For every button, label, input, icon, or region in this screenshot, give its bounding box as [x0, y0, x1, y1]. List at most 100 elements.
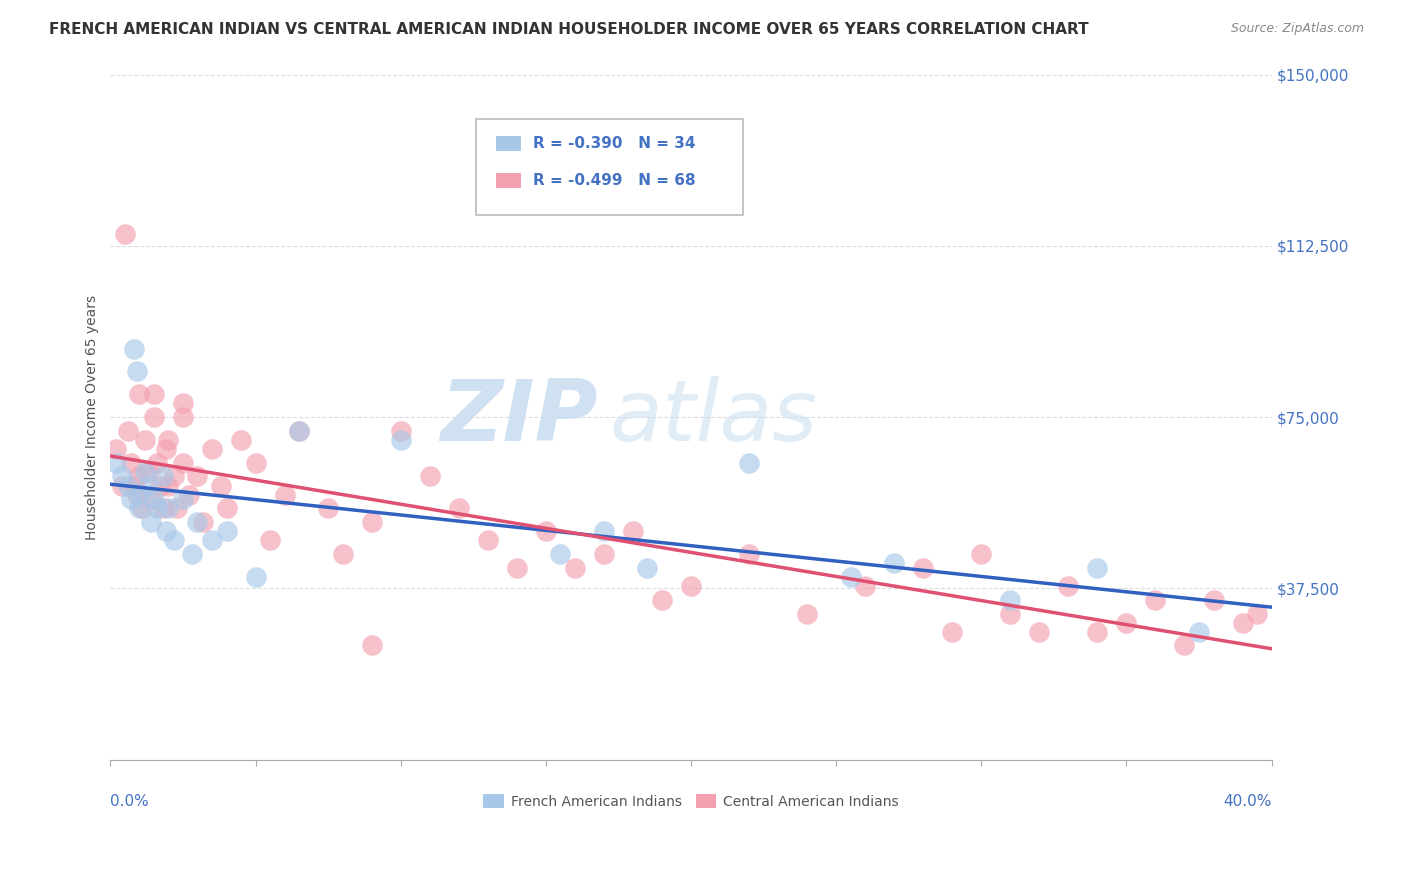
Point: [621, 524, 644, 539]
Text: R = -0.390   N = 34: R = -0.390 N = 34: [533, 136, 696, 151]
Point: [636, 561, 658, 575]
Point: [172, 456, 194, 470]
Point: [201, 442, 224, 456]
Point: [245, 456, 267, 470]
Point: [550, 547, 572, 561]
Point: [142, 387, 165, 401]
Point: [142, 492, 165, 507]
Point: [163, 533, 186, 548]
Point: [155, 524, 177, 539]
Point: [419, 469, 441, 483]
Point: [1188, 624, 1211, 639]
Point: [134, 465, 156, 479]
Point: [332, 547, 354, 561]
Point: [389, 424, 412, 438]
Point: [593, 524, 616, 539]
Point: [166, 501, 188, 516]
Point: [447, 501, 470, 516]
Point: [853, 579, 876, 593]
Point: [172, 492, 194, 507]
Text: atlas: atlas: [610, 376, 818, 458]
Point: [389, 433, 412, 447]
Point: [1028, 624, 1050, 639]
Point: [193, 515, 215, 529]
Point: [651, 592, 673, 607]
Point: [163, 469, 186, 483]
Point: [111, 469, 134, 483]
Point: [186, 469, 208, 483]
Point: [120, 456, 142, 470]
Point: [149, 478, 172, 492]
Point: [970, 547, 993, 561]
Point: [117, 478, 139, 492]
Point: [738, 547, 761, 561]
Point: [155, 442, 177, 456]
Point: [146, 456, 169, 470]
Point: [1246, 607, 1268, 621]
Point: [593, 547, 616, 561]
Point: [201, 533, 224, 548]
Point: [180, 547, 202, 561]
Point: [172, 410, 194, 425]
Point: [229, 433, 252, 447]
FancyBboxPatch shape: [496, 173, 522, 188]
Point: [136, 478, 159, 492]
Point: [506, 561, 529, 575]
Point: [122, 342, 145, 356]
FancyBboxPatch shape: [496, 136, 522, 151]
Point: [146, 501, 169, 516]
Point: [1202, 592, 1225, 607]
Point: [839, 570, 862, 584]
Point: [215, 524, 238, 539]
Point: [1115, 615, 1137, 630]
Point: [1000, 607, 1022, 621]
Point: [177, 488, 200, 502]
Point: [157, 433, 180, 447]
Point: [941, 624, 963, 639]
Point: [1087, 561, 1109, 575]
Point: [134, 433, 156, 447]
Point: [114, 227, 136, 242]
Y-axis label: Householder Income Over 65 years: Householder Income Over 65 years: [86, 294, 100, 540]
Point: [1057, 579, 1080, 593]
Point: [139, 515, 162, 529]
Point: [1087, 624, 1109, 639]
Point: [172, 396, 194, 410]
Point: [1232, 615, 1254, 630]
Point: [288, 424, 311, 438]
Point: [273, 488, 295, 502]
Point: [738, 456, 761, 470]
Point: [796, 607, 818, 621]
Point: [128, 488, 150, 502]
Text: R = -0.499   N = 68: R = -0.499 N = 68: [533, 173, 696, 188]
Point: [105, 456, 128, 470]
Point: [209, 478, 232, 492]
FancyBboxPatch shape: [477, 119, 744, 215]
Point: [152, 469, 174, 483]
Point: [125, 488, 148, 502]
Point: [245, 570, 267, 584]
Point: [259, 533, 281, 548]
Point: [122, 478, 145, 492]
Point: [1173, 639, 1195, 653]
Point: [128, 387, 150, 401]
Text: 40.0%: 40.0%: [1223, 794, 1271, 809]
Point: [128, 469, 150, 483]
Point: [360, 515, 382, 529]
Point: [288, 424, 311, 438]
Point: [679, 579, 702, 593]
Text: FRENCH AMERICAN INDIAN VS CENTRAL AMERICAN INDIAN HOUSEHOLDER INCOME OVER 65 YEA: FRENCH AMERICAN INDIAN VS CENTRAL AMERIC…: [49, 22, 1088, 37]
Point: [105, 442, 128, 456]
Legend: French American Indians, Central American Indians: French American Indians, Central America…: [478, 789, 904, 814]
Point: [1000, 592, 1022, 607]
Point: [186, 515, 208, 529]
Point: [157, 478, 180, 492]
Point: [477, 533, 499, 548]
Point: [136, 465, 159, 479]
Point: [316, 501, 339, 516]
Text: Source: ZipAtlas.com: Source: ZipAtlas.com: [1230, 22, 1364, 36]
Point: [142, 410, 165, 425]
Point: [564, 561, 586, 575]
Point: [912, 561, 935, 575]
Point: [128, 501, 150, 516]
